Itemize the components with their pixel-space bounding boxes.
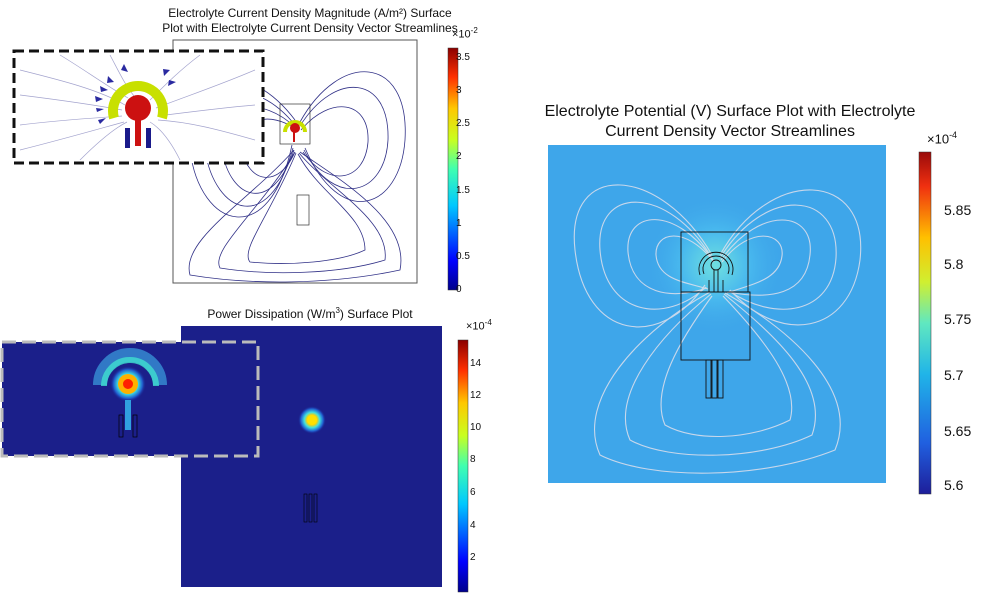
power-dissipation-title: Power Dissipation (W/m3) Surface Plot [180, 306, 440, 322]
electrolyte-potential-colorbar [918, 151, 932, 495]
electrolyte-potential-title-line1: Electrolyte Potential (V) Surface Plot w… [544, 103, 916, 120]
current-density-title: Electrolyte Current Density Magnitude (A… [120, 6, 500, 36]
electrolyte-potential-streamlines [573, 184, 862, 474]
power-dissipation-colorbar-exponent: ×10-4 [466, 318, 492, 333]
electrolyte-potential-title-line2: Current Density Vector Streamlines [605, 123, 855, 140]
electrolyte-potential-title: Electrolyte Potential (V) Surface Plot w… [520, 102, 940, 142]
electrolyte-potential-colorbar-exponent: ×10-4 [927, 130, 958, 147]
electrolyte-potential-tick: 5.8 [944, 256, 964, 272]
electrolyte-potential-tick: 5.85 [944, 202, 972, 218]
electrolyte-potential-tick: 5.6 [944, 477, 964, 493]
current-density-tick: 3 [456, 85, 462, 96]
power-dissipation-title-sup: 3 [335, 306, 340, 315]
electrolyte-potential-geometry [680, 231, 751, 399]
power-dissipation-electrode [298, 406, 326, 523]
current-density-colorbar-exponent: ×10-2 [452, 26, 478, 41]
current-density-tick: 2.5 [456, 118, 470, 129]
current-density-zoom-arrows [95, 64, 176, 124]
power-dissipation-tick: 10 [470, 422, 482, 433]
current-density-tick: 0 [456, 284, 462, 295]
electrolyte-potential-tick: 5.7 [944, 367, 964, 383]
current-density-inset-boxes [279, 103, 311, 226]
power-dissipation-tick: 6 [470, 487, 476, 498]
electrolyte-potential-tick: 5.75 [944, 311, 972, 327]
power-dissipation-tick: 12 [470, 390, 482, 401]
current-density-colorbar [447, 47, 459, 291]
power-dissipation-zoom-electrode [93, 348, 167, 438]
current-density-tick: 3.5 [456, 52, 470, 63]
power-dissipation-tick: 14 [470, 358, 482, 369]
current-density-tick: 0.5 [456, 251, 470, 262]
current-density-tick: 2 [456, 151, 462, 162]
electrolyte-potential-electrode [698, 251, 734, 292]
current-density-tick: 1 [456, 218, 462, 229]
current-density-zoom-electrode [108, 81, 168, 148]
power-dissipation-colorbar [457, 339, 469, 593]
power-dissipation-tick: 4 [470, 520, 476, 531]
power-dissipation-tick: 8 [470, 454, 476, 465]
current-density-electrode [283, 120, 307, 142]
current-density-title-line2: Plot with Electrolyte Current Density Ve… [162, 21, 458, 35]
power-dissipation-title-prefix: Power Dissipation (W/m [207, 307, 336, 321]
power-dissipation-tick: 2 [470, 552, 476, 563]
current-density-title-line1: Electrolyte Current Density Magnitude (A… [168, 6, 452, 20]
power-dissipation-title-suffix: ) Surface Plot [339, 307, 413, 321]
electrolyte-potential-tick: 5.65 [944, 423, 972, 439]
current-density-tick: 1.5 [456, 185, 470, 196]
